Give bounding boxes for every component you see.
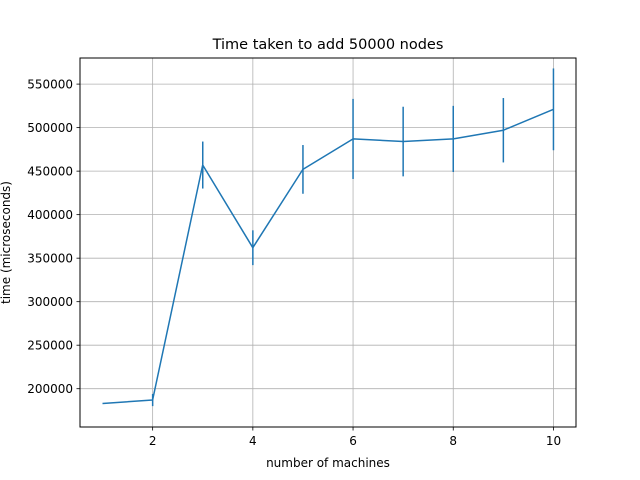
series-group [102,68,555,407]
x-axis-label: number of machines [266,456,390,470]
y-tick-label: 200000 [27,382,73,396]
x-tick-label: 10 [546,434,561,448]
y-tick-label: 500000 [27,121,73,135]
x-tick-label: 4 [249,434,257,448]
chart-title: Time taken to add 50000 nodes [212,37,444,53]
y-axis-label: time (microseconds) [0,181,13,304]
y-tick-label: 450000 [27,165,73,179]
y-tick-label: 400000 [27,208,73,222]
y-tick-label: 350000 [27,252,73,266]
y-tick-label: 550000 [27,78,73,92]
y-tick-label: 250000 [27,339,73,353]
x-tick-label: 8 [449,434,457,448]
plot-frame [79,57,577,428]
x-tick-label: 2 [149,434,157,448]
series-line [102,108,554,405]
x-tick-label: 6 [349,434,357,448]
axis-ticks: 2 4 6 8 10 200000 250000 300000 350000 400000 4500… [27,78,561,448]
y-tick-label: 300000 [27,295,73,309]
